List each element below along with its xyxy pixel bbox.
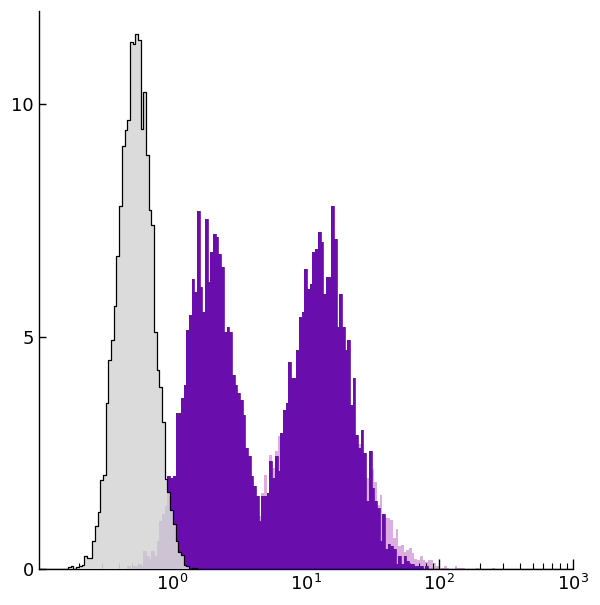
- Polygon shape: [38, 34, 573, 569]
- Polygon shape: [38, 374, 573, 569]
- Polygon shape: [38, 206, 573, 569]
